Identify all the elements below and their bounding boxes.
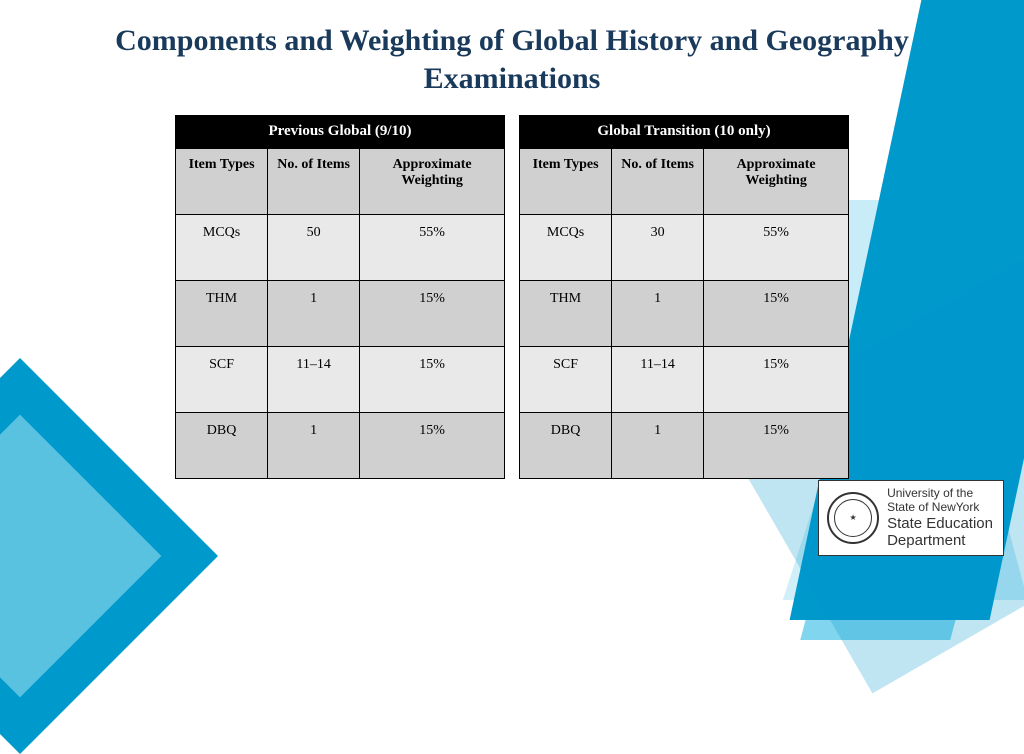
cell: THM — [176, 281, 268, 347]
table-row: SCF 11–14 15% — [520, 347, 849, 413]
cell: 15% — [704, 413, 849, 479]
cell: 1 — [268, 413, 360, 479]
table-row: THM 1 15% — [176, 281, 505, 347]
table-row: DBQ 1 15% — [520, 413, 849, 479]
page-title: Components and Weighting of Global Histo… — [60, 22, 964, 97]
table-caption: Previous Global (9/10) — [175, 115, 505, 148]
table-row: SCF 11–14 15% — [176, 347, 505, 413]
cell: 1 — [612, 413, 704, 479]
col-header: No. of Items — [268, 149, 360, 215]
badge-text: University of the State of NewYork State… — [887, 487, 993, 549]
cell: 55% — [360, 215, 505, 281]
cell: 15% — [360, 347, 505, 413]
cell: 1 — [612, 281, 704, 347]
col-header: Approximate Weighting — [704, 149, 849, 215]
cell: 15% — [360, 281, 505, 347]
cell: 30 — [612, 215, 704, 281]
cell: 55% — [704, 215, 849, 281]
cell: MCQs — [520, 215, 612, 281]
cell: SCF — [520, 347, 612, 413]
tables-container: Previous Global (9/10) Item Types No. of… — [60, 115, 964, 479]
col-header: Item Types — [176, 149, 268, 215]
cell: 15% — [360, 413, 505, 479]
table-caption: Global Transition (10 only) — [519, 115, 849, 148]
col-header: No. of Items — [612, 149, 704, 215]
cell: 11–14 — [612, 347, 704, 413]
badge-line: University of the — [887, 487, 993, 501]
cell: 15% — [704, 281, 849, 347]
cell: DBQ — [520, 413, 612, 479]
state-seal-icon: ★ — [827, 492, 879, 544]
table-global-transition: Global Transition (10 only) Item Types N… — [519, 115, 849, 479]
badge-line: State Education — [887, 515, 993, 532]
cell: SCF — [176, 347, 268, 413]
table-row: DBQ 1 15% — [176, 413, 505, 479]
table-row: THM 1 15% — [520, 281, 849, 347]
cell: MCQs — [176, 215, 268, 281]
table-previous-global: Previous Global (9/10) Item Types No. of… — [175, 115, 505, 479]
col-header: Item Types — [520, 149, 612, 215]
cell: DBQ — [176, 413, 268, 479]
cell: 1 — [268, 281, 360, 347]
nysed-badge: ★ University of the State of NewYork Sta… — [818, 480, 1004, 556]
badge-line: State of NewYork — [887, 501, 993, 515]
cell: 11–14 — [268, 347, 360, 413]
badge-line: Department — [887, 532, 993, 549]
table-row: MCQs 50 55% — [176, 215, 505, 281]
table-row: MCQs 30 55% — [520, 215, 849, 281]
col-header: Approximate Weighting — [360, 149, 505, 215]
cell: THM — [520, 281, 612, 347]
cell: 50 — [268, 215, 360, 281]
cell: 15% — [704, 347, 849, 413]
